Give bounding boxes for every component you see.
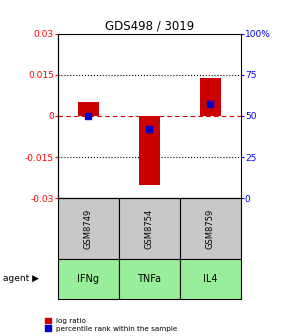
- Text: GSM8749: GSM8749: [84, 208, 93, 249]
- Text: GSM8759: GSM8759: [206, 208, 215, 249]
- Bar: [139, 116, 160, 184]
- Bar: [200, 78, 221, 116]
- Bar: [180, 259, 241, 299]
- Bar: [119, 198, 180, 259]
- Text: TNFa: TNFa: [137, 274, 161, 284]
- Text: IL4: IL4: [203, 274, 218, 284]
- Bar: [78, 102, 99, 116]
- Text: IFNg: IFNg: [77, 274, 99, 284]
- Title: GDS498 / 3019: GDS498 / 3019: [105, 19, 194, 33]
- Legend: log ratio, percentile rank within the sample: log ratio, percentile rank within the sa…: [44, 317, 179, 332]
- Text: GSM8754: GSM8754: [145, 208, 154, 249]
- Bar: [180, 198, 241, 259]
- Bar: [58, 259, 119, 299]
- Bar: [119, 259, 180, 299]
- Text: agent ▶: agent ▶: [3, 275, 39, 283]
- Bar: [58, 198, 119, 259]
